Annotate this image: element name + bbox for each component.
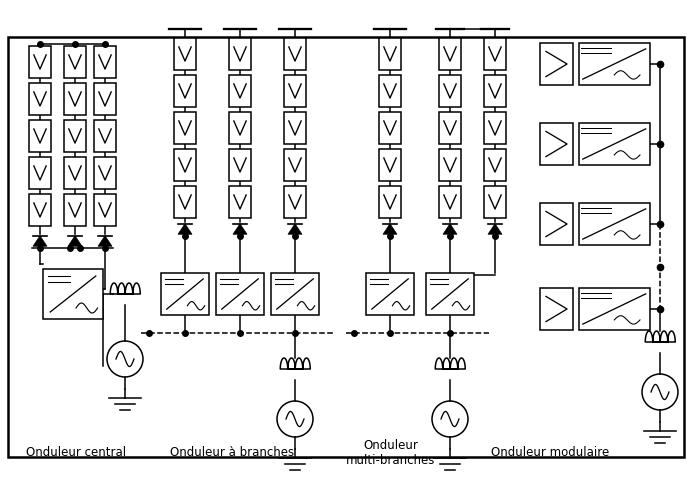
Bar bbox=[229, 38, 251, 70]
Bar bbox=[229, 75, 251, 107]
Bar bbox=[426, 273, 474, 315]
Bar bbox=[579, 288, 650, 330]
Bar bbox=[284, 112, 306, 144]
Bar bbox=[439, 186, 461, 218]
Bar bbox=[284, 38, 306, 70]
Bar bbox=[64, 46, 86, 78]
Bar bbox=[29, 46, 51, 78]
Bar bbox=[484, 38, 506, 70]
Polygon shape bbox=[233, 224, 247, 234]
Bar bbox=[379, 112, 401, 144]
Bar bbox=[284, 186, 306, 218]
Bar bbox=[174, 186, 196, 218]
Bar bbox=[94, 83, 116, 115]
Bar bbox=[43, 269, 103, 319]
Bar bbox=[94, 157, 116, 189]
Bar bbox=[161, 273, 209, 315]
Polygon shape bbox=[98, 236, 112, 246]
Bar bbox=[439, 75, 461, 107]
Bar bbox=[540, 43, 573, 85]
Bar bbox=[64, 157, 86, 189]
Bar bbox=[540, 288, 573, 330]
Bar bbox=[94, 194, 116, 226]
Bar bbox=[379, 149, 401, 181]
Bar bbox=[8, 37, 684, 457]
Bar bbox=[174, 75, 196, 107]
Bar bbox=[540, 123, 573, 165]
Bar bbox=[174, 149, 196, 181]
Bar bbox=[174, 38, 196, 70]
Bar bbox=[29, 194, 51, 226]
Bar bbox=[579, 203, 650, 245]
Polygon shape bbox=[178, 224, 192, 234]
Bar bbox=[29, 157, 51, 189]
Bar bbox=[379, 38, 401, 70]
Bar bbox=[271, 273, 319, 315]
Bar bbox=[484, 149, 506, 181]
Bar bbox=[484, 75, 506, 107]
Bar bbox=[64, 83, 86, 115]
Bar bbox=[439, 112, 461, 144]
Bar bbox=[379, 186, 401, 218]
Bar bbox=[29, 120, 51, 152]
Bar bbox=[29, 83, 51, 115]
Bar bbox=[229, 186, 251, 218]
Bar bbox=[174, 112, 196, 144]
Bar bbox=[94, 120, 116, 152]
Bar bbox=[379, 75, 401, 107]
Polygon shape bbox=[68, 236, 82, 246]
Bar bbox=[484, 186, 506, 218]
Bar bbox=[366, 273, 414, 315]
Text: Onduleur à branches: Onduleur à branches bbox=[170, 446, 294, 459]
Bar bbox=[439, 149, 461, 181]
Bar bbox=[484, 112, 506, 144]
Polygon shape bbox=[288, 224, 302, 234]
Bar bbox=[229, 112, 251, 144]
Bar bbox=[284, 75, 306, 107]
Bar bbox=[439, 38, 461, 70]
Text: Onduleur
multi-branches: Onduleur multi-branches bbox=[346, 439, 436, 467]
Text: Onduleur modulaire: Onduleur modulaire bbox=[491, 446, 609, 459]
Text: Onduleur central: Onduleur central bbox=[26, 446, 126, 459]
Bar bbox=[540, 203, 573, 245]
Bar bbox=[216, 273, 264, 315]
Bar bbox=[64, 194, 86, 226]
Bar bbox=[64, 120, 86, 152]
Polygon shape bbox=[383, 224, 397, 234]
Bar bbox=[284, 149, 306, 181]
Bar bbox=[579, 43, 650, 85]
Bar bbox=[579, 123, 650, 165]
Polygon shape bbox=[488, 224, 502, 234]
Polygon shape bbox=[33, 236, 47, 246]
Bar bbox=[229, 149, 251, 181]
Bar bbox=[94, 46, 116, 78]
Polygon shape bbox=[443, 224, 457, 234]
